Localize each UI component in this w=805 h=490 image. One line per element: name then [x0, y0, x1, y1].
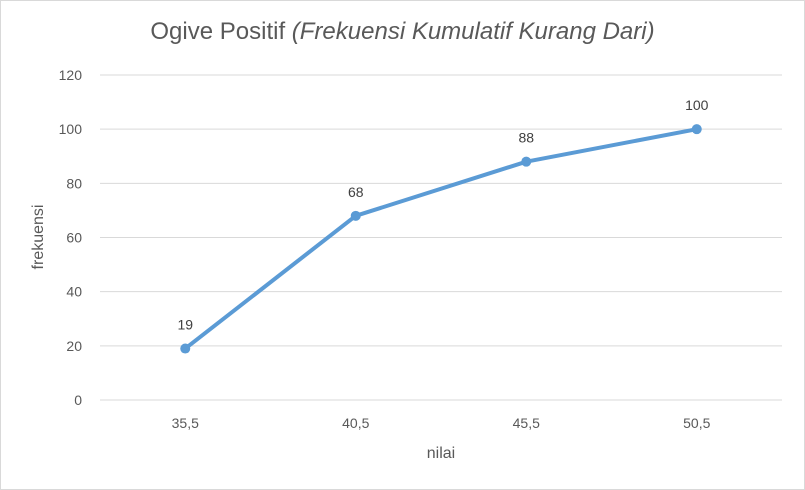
x-tick-label: 50,5	[683, 415, 710, 431]
y-tick-label: 0	[74, 392, 82, 408]
x-axis-ticks: 35,5 40,5 45,5 50,5	[172, 415, 711, 431]
data-label: 88	[518, 130, 534, 146]
chart-title: Ogive Positif (Frekuensi Kumulatif Kuran…	[0, 18, 805, 46]
y-axis-ticks: 0 20 40 60 80 100 120	[59, 67, 83, 408]
x-tick-label: 45,5	[513, 415, 540, 431]
data-point	[521, 156, 532, 167]
series-line	[183, 127, 699, 351]
data-label: 100	[685, 97, 709, 113]
x-tick-label: 35,5	[172, 415, 199, 431]
y-axis-title: frekuensi	[30, 205, 47, 270]
y-tick-label: 120	[59, 67, 83, 83]
data-point	[691, 124, 702, 135]
data-point	[350, 210, 361, 221]
data-label: 19	[177, 317, 193, 333]
x-tick-label: 40,5	[342, 415, 369, 431]
data-point	[180, 343, 191, 354]
data-label: 68	[348, 184, 364, 200]
series-group	[180, 124, 702, 354]
chart-title-italic: (Frekuensi Kumulatif Kurang Dari)	[291, 18, 655, 45]
gridlines	[100, 74, 782, 401]
y-tick-label: 40	[66, 284, 82, 300]
data-labels: 19 68 88 100	[177, 97, 708, 332]
chart-title-main: Ogive Positif	[150, 18, 286, 45]
y-tick-label: 100	[59, 121, 83, 137]
x-axis-title: nilai	[427, 445, 455, 462]
y-tick-label: 20	[66, 338, 82, 354]
y-tick-label: 60	[66, 230, 82, 246]
y-tick-label: 80	[66, 175, 82, 191]
